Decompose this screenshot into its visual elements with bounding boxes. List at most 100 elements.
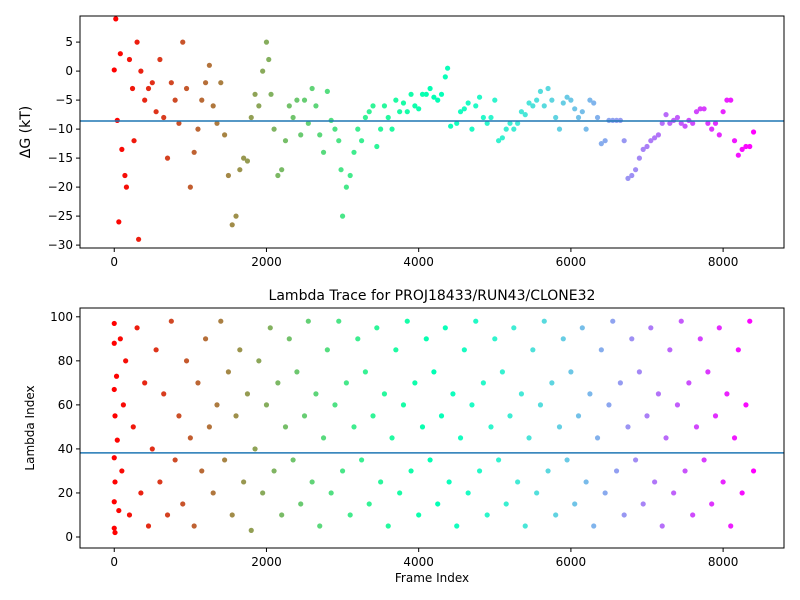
data-point [157, 479, 163, 485]
data-point [572, 501, 578, 507]
data-point [667, 120, 673, 126]
data-point [149, 80, 155, 86]
data-point [244, 158, 251, 164]
data-point [206, 424, 212, 430]
data-point [522, 112, 528, 118]
lambda-trace-y-axis-label: Lambda Index [23, 385, 37, 470]
data-point [313, 391, 319, 397]
data-point [176, 413, 182, 419]
data-point [423, 91, 429, 97]
data-point [252, 91, 258, 97]
data-point [632, 457, 639, 463]
data-point [575, 114, 582, 121]
data-point [728, 523, 734, 529]
data-point [111, 67, 117, 73]
data-point [116, 507, 122, 514]
data-point [556, 424, 563, 430]
data-point [214, 402, 220, 408]
data-point [378, 479, 384, 485]
data-point [427, 85, 433, 92]
data-point [412, 380, 418, 386]
data-point [678, 318, 684, 324]
data-point [667, 347, 673, 353]
data-point [640, 501, 646, 507]
data-point [712, 413, 719, 419]
data-point [541, 318, 547, 324]
data-point [652, 479, 658, 485]
data-point [442, 325, 448, 331]
y-tick-label: −25 [48, 209, 73, 223]
data-point [735, 152, 741, 158]
data-point [202, 80, 209, 86]
data-point [332, 126, 338, 132]
data-point [237, 347, 243, 353]
data-point [750, 129, 757, 135]
data-point [515, 120, 521, 126]
data-point [359, 457, 365, 463]
data-point [678, 120, 684, 126]
data-point [282, 138, 289, 144]
data-point [602, 490, 608, 496]
data-point [119, 468, 125, 474]
data-point [301, 413, 308, 419]
data-point [111, 320, 117, 327]
data-point [499, 135, 505, 141]
data-point [126, 512, 133, 518]
data-point [117, 51, 123, 57]
data-point [636, 155, 642, 161]
y-tick-label: 80 [58, 354, 73, 368]
data-point [268, 91, 274, 97]
data-point [241, 155, 247, 161]
data-point [195, 126, 201, 132]
y-tick-label: 40 [58, 442, 73, 456]
data-point [648, 138, 654, 144]
data-point [271, 126, 277, 132]
data-point [114, 437, 120, 443]
data-point [530, 347, 536, 353]
data-point [579, 109, 585, 115]
data-point [499, 369, 505, 375]
data-point [136, 236, 142, 242]
data-point [476, 468, 483, 474]
data-point [225, 369, 232, 375]
data-point [495, 138, 502, 144]
data-point [225, 172, 232, 179]
data-point [693, 424, 700, 430]
data-point [172, 457, 178, 463]
data-point [693, 109, 700, 115]
data-point [145, 523, 152, 529]
lambda-trace-title: Lambda Trace for PROJ18433/RUN43/CLONE32 [269, 288, 596, 304]
lambda-trace-x-ticks: 0 2000 4000 6000 8000 [110, 548, 738, 569]
data-point [671, 490, 677, 496]
data-point [305, 120, 311, 126]
data-point [549, 97, 555, 103]
data-point [134, 39, 140, 45]
data-point [301, 97, 308, 103]
data-point [111, 455, 117, 461]
data-point [720, 479, 726, 485]
data-point [461, 347, 467, 353]
data-point [317, 132, 323, 138]
data-point [260, 68, 266, 74]
data-point [636, 369, 642, 375]
data-point [587, 97, 593, 103]
data-point [218, 80, 224, 86]
data-point [655, 391, 662, 397]
data-point [320, 435, 327, 441]
data-point [149, 446, 155, 452]
data-point [267, 325, 273, 331]
data-point [111, 499, 117, 505]
data-point [362, 114, 369, 121]
data-point [724, 391, 730, 397]
data-point [518, 109, 525, 115]
lambda-trace-y-ticks: 100 80 60 40 20 0 [50, 310, 80, 544]
data-point [594, 435, 601, 441]
data-point [389, 126, 395, 132]
data-point [448, 123, 454, 129]
data-point [157, 56, 163, 63]
data-point [480, 380, 486, 386]
data-point [324, 347, 330, 353]
data-point [469, 402, 475, 408]
data-point [385, 114, 391, 121]
data-point [343, 184, 349, 190]
